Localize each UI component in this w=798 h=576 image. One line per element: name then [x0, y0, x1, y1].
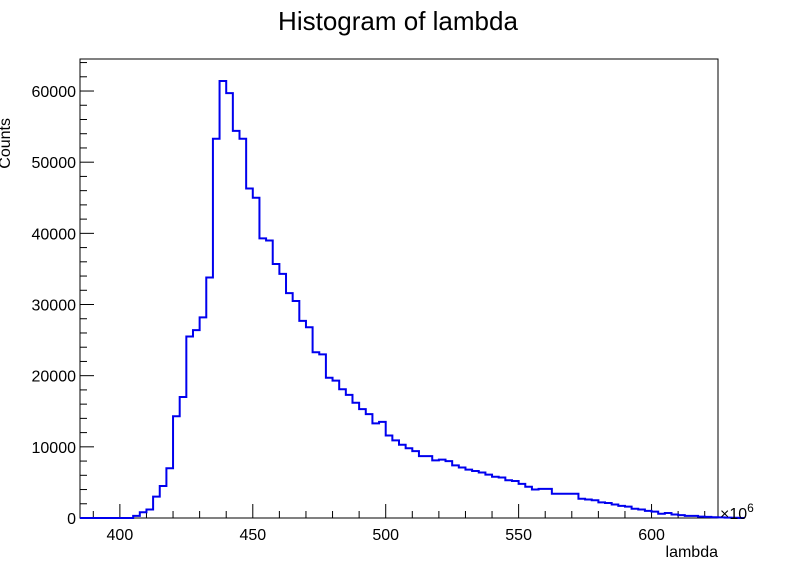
x-tick-label: 600: [638, 527, 665, 544]
x-axis: 400 450 500 550 600: [92, 504, 706, 544]
y-tick-label: 30000: [32, 298, 77, 315]
plot-frame: [79, 58, 719, 519]
histogram-series-line: [80, 80, 745, 519]
y-tick-label: 40000: [32, 226, 77, 243]
x-tick-label: 400: [107, 527, 134, 544]
y-tick-label: 50000: [32, 155, 77, 172]
y-tick-label: 20000: [32, 369, 77, 386]
chart-title: Histogram of lambda: [278, 6, 518, 36]
x-multiplier-base: ×10: [720, 506, 747, 523]
x-axis-label: lambda: [666, 544, 719, 561]
x-tick-label: 450: [239, 527, 266, 544]
x-multiplier-exponent: 6: [747, 501, 754, 515]
y-axis: 0 10000 20000 30000 40000 50000 60000: [32, 62, 94, 528]
y-tick-label: 60000: [32, 84, 77, 101]
y-tick-label: 0: [67, 511, 76, 528]
x-tick-label: 500: [372, 527, 399, 544]
x-tick-label: 550: [505, 527, 532, 544]
y-axis-label: Counts: [0, 118, 14, 169]
x-axis-multiplier: ×106: [720, 501, 754, 523]
y-tick-label: 10000: [32, 440, 77, 457]
